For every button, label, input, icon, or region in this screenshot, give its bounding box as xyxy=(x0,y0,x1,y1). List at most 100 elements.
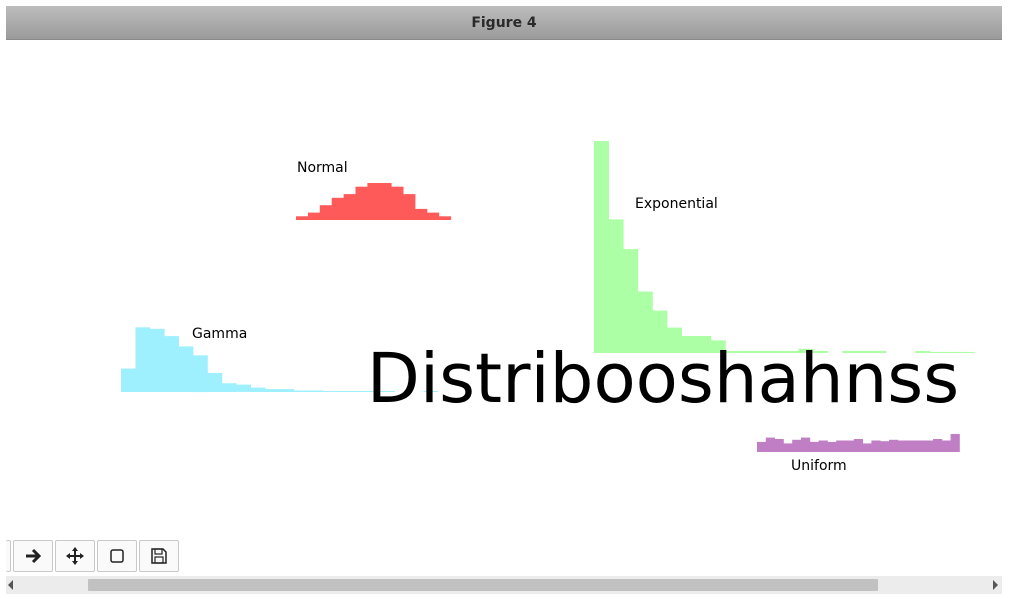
bar-uniform-9 xyxy=(836,440,846,452)
bar-gamma-1 xyxy=(135,327,151,392)
bar-exponential-2 xyxy=(623,249,639,353)
save-button[interactable] xyxy=(139,540,179,572)
bar-gamma-11 xyxy=(279,389,295,392)
series-label-normal: Normal xyxy=(297,160,348,176)
bar-exponential-12 xyxy=(769,350,785,353)
bar-gamma-16 xyxy=(351,391,367,392)
bar-uniform-12 xyxy=(862,443,872,452)
forward-button[interactable] xyxy=(13,540,53,572)
bar-exponential-9 xyxy=(725,350,741,353)
bar-exponential-23 xyxy=(929,351,945,353)
series-normal: Normal xyxy=(296,160,452,220)
bar-normal-11 xyxy=(426,212,440,220)
bar-normal-3 xyxy=(331,197,344,220)
bar-exponential-0 xyxy=(594,141,609,353)
bar-exponential-11 xyxy=(754,350,770,353)
bar-exponential-8 xyxy=(710,340,726,353)
series-exponential: Exponential xyxy=(594,141,974,353)
bar-gamma-15 xyxy=(337,391,352,392)
bar-gamma-4 xyxy=(178,346,194,392)
bar-uniform-22 xyxy=(950,434,960,452)
bar-uniform-8 xyxy=(827,441,837,452)
bar-normal-7 xyxy=(379,183,392,220)
bar-exponential-7 xyxy=(696,336,712,353)
bar-normal-12 xyxy=(438,216,452,220)
bar-exponential-19 xyxy=(871,350,887,353)
bar-uniform-4 xyxy=(792,439,802,452)
window-titlebar: Figure 4 xyxy=(6,6,1002,40)
series-label-exponential: Exponential xyxy=(635,196,718,212)
scroll-left-arrow-icon[interactable] xyxy=(8,580,13,590)
bar-normal-1 xyxy=(307,212,321,220)
horizontal-scrollbar[interactable] xyxy=(6,576,1002,594)
bar-uniform-6 xyxy=(809,441,819,452)
save-icon xyxy=(151,548,167,564)
bar-uniform-16 xyxy=(897,440,907,452)
bar-normal-2 xyxy=(319,205,333,220)
bar-gamma-7 xyxy=(221,383,237,392)
bar-uniform-21 xyxy=(941,440,951,452)
bar-uniform-2 xyxy=(774,439,784,452)
bar-uniform-1 xyxy=(765,437,775,452)
series-gamma: Gamma xyxy=(121,326,439,393)
bar-exponential-25 xyxy=(959,351,974,353)
move-icon xyxy=(66,547,84,565)
bar-gamma-9 xyxy=(250,387,266,392)
bar-exponential-15 xyxy=(813,350,828,353)
series-label-uniform: Uniform xyxy=(791,458,847,474)
bar-exponential-5 xyxy=(667,327,682,353)
zoom-button[interactable] xyxy=(97,540,137,572)
bar-exponential-1 xyxy=(608,219,624,353)
bar-gamma-18 xyxy=(380,391,395,392)
bar-exponential-18 xyxy=(856,350,872,353)
bar-exponential-24 xyxy=(944,351,960,353)
bar-gamma-2 xyxy=(149,328,165,392)
bar-exponential-13 xyxy=(783,350,799,353)
bar-uniform-0 xyxy=(757,441,767,452)
window-title: Figure 4 xyxy=(471,14,537,31)
figure-canvas: Normal Exponential Gamma Uniform Distriboos… xyxy=(121,141,974,474)
plot-area: Normal Exponential Gamma Uniform xyxy=(121,141,974,474)
bar-gamma-13 xyxy=(308,390,323,392)
bar-gamma-14 xyxy=(322,391,338,392)
bar-gamma-21 xyxy=(423,391,439,392)
bar-normal-6 xyxy=(367,183,380,220)
bar-exponential-6 xyxy=(681,336,697,353)
bar-normal-10 xyxy=(415,208,428,220)
bar-exponential-3 xyxy=(637,291,653,353)
bar-exponential-14 xyxy=(798,348,814,353)
zoom-rect-icon xyxy=(110,549,124,563)
bar-normal-8 xyxy=(391,186,404,220)
bar-exponential-4 xyxy=(652,310,668,353)
bar-uniform-10 xyxy=(845,440,855,452)
toolbar-button-back-partial[interactable] xyxy=(6,540,11,572)
chart-title: Distribooshahnss xyxy=(367,339,959,419)
bar-gamma-8 xyxy=(236,384,251,392)
bar-gamma-17 xyxy=(365,391,381,392)
bar-uniform-20 xyxy=(933,439,943,452)
arrow-right-icon xyxy=(26,548,42,564)
bar-gamma-3 xyxy=(164,336,179,392)
bar-uniform-15 xyxy=(889,439,899,452)
bar-uniform-7 xyxy=(818,440,828,452)
navigation-toolbar xyxy=(6,540,181,572)
pan-button[interactable] xyxy=(55,540,95,572)
bar-uniform-17 xyxy=(906,440,916,452)
bar-uniform-11 xyxy=(853,439,863,452)
bar-exponential-22 xyxy=(915,350,931,353)
series-label-gamma: Gamma xyxy=(192,326,247,342)
bar-uniform-19 xyxy=(924,440,934,452)
bar-normal-4 xyxy=(343,194,356,220)
bar-normal-5 xyxy=(355,186,368,220)
bar-gamma-6 xyxy=(207,372,223,392)
bar-exponential-17 xyxy=(842,350,858,353)
scroll-thumb[interactable] xyxy=(88,579,878,591)
bar-exponential-10 xyxy=(740,350,755,353)
series-uniform: Uniform xyxy=(757,434,960,474)
bar-normal-9 xyxy=(403,194,416,220)
bar-gamma-12 xyxy=(293,390,309,392)
scroll-right-arrow-icon[interactable] xyxy=(993,580,998,590)
bar-uniform-13 xyxy=(871,440,881,452)
bar-gamma-5 xyxy=(193,355,208,393)
bar-gamma-0 xyxy=(121,368,136,392)
